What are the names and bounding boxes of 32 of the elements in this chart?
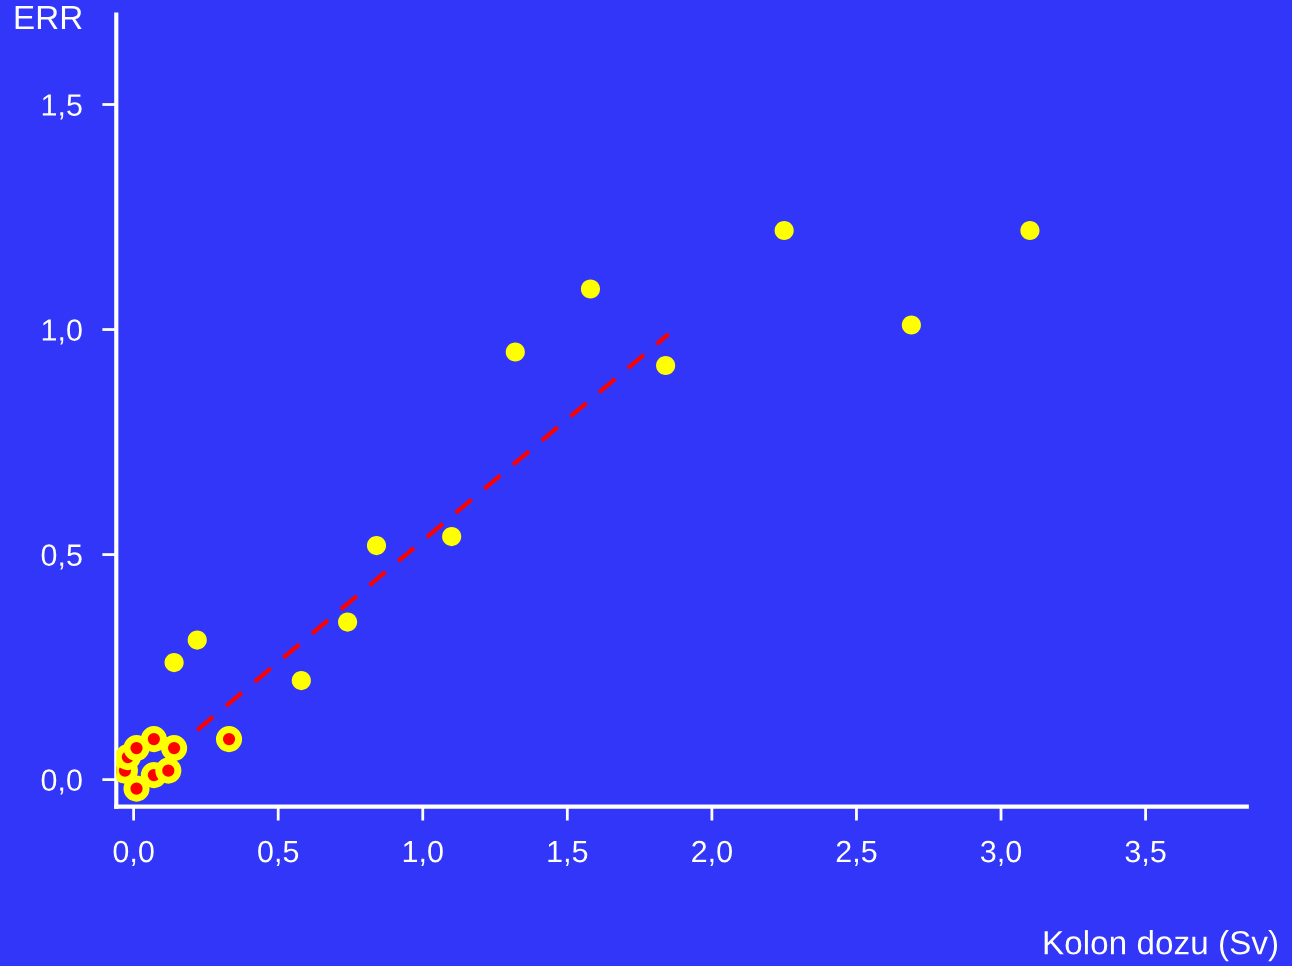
- point: [187, 630, 207, 650]
- x-tick-label: 2,5: [836, 840, 877, 866]
- point: [656, 355, 676, 376]
- y-tick-label: 0,0: [41, 769, 82, 795]
- y-tick-label: 1,5: [42, 94, 82, 120]
- y-tick-label: 1,0: [42, 319, 82, 345]
- x-tick-label: 1,5: [548, 841, 588, 866]
- point: [580, 279, 601, 299]
- point: [291, 671, 311, 691]
- point: [774, 220, 794, 241]
- point: [505, 342, 525, 362]
- x-axis-title: Kolon dozu (Sv): [1044, 930, 1278, 962]
- x-tick-label: 0,0: [113, 840, 154, 866]
- y-tick-label: 0,5: [41, 544, 82, 570]
- point: [338, 612, 358, 632]
- point: [216, 726, 243, 753]
- x-tick-label: 1,0: [403, 840, 443, 866]
- x-tick-label: 3,0: [980, 840, 1022, 866]
- point: [123, 735, 150, 762]
- point: [901, 315, 921, 335]
- point: [161, 735, 188, 762]
- point: [155, 757, 182, 784]
- point: [442, 527, 462, 547]
- y-axis-title: ERR: [15, 6, 82, 29]
- point: [164, 653, 184, 673]
- point: [1020, 220, 1040, 241]
- x-tick-label: 0,5: [258, 840, 299, 866]
- x-tick-label: 2,0: [692, 840, 732, 866]
- x-tick-label: 3,5: [1125, 840, 1166, 866]
- point: [140, 726, 167, 753]
- point: [366, 536, 387, 556]
- point: [123, 775, 150, 802]
